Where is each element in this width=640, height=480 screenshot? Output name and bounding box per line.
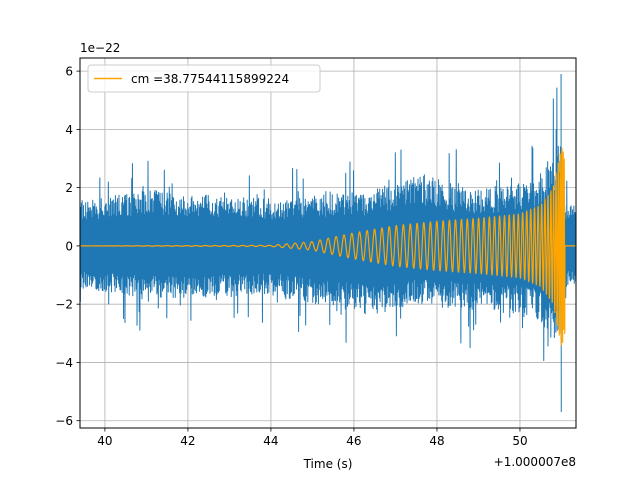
x-axis-ticks: 40 42 44 46 48 50 — [97, 428, 528, 448]
y-tick-label: −2 — [55, 298, 73, 312]
legend-entry-template: cm =38.77544115899224 — [131, 72, 289, 86]
legend: cm =38.77544115899224 — [87, 64, 321, 93]
y-tick-label: −4 — [55, 356, 73, 370]
x-tick-label: 44 — [263, 434, 278, 448]
plot-frame — [79, 57, 577, 429]
y-tick-label: 6 — [65, 65, 73, 79]
y-tick-label: 2 — [65, 181, 73, 195]
x-axis-label: Time (s) — [303, 457, 353, 471]
x-tick-label: 40 — [97, 434, 112, 448]
series-template-line — [80, 147, 576, 346]
legend-box — [87, 64, 321, 93]
x-tick-label: 48 — [429, 434, 444, 448]
x-tick-label: 46 — [346, 434, 361, 448]
x-tick-label: 42 — [180, 434, 195, 448]
y-tick-label: 0 — [65, 239, 73, 253]
y-tick-label: −6 — [55, 414, 73, 428]
y-tick-label: 4 — [65, 123, 73, 137]
y-axis-ticks: −6 −4 −2 0 2 4 6 — [55, 65, 80, 428]
y-axis-scale-label: 1e−22 — [80, 41, 120, 55]
x-axis-offset-label: +1.000007e8 — [494, 455, 576, 469]
x-tick-label: 50 — [512, 434, 527, 448]
